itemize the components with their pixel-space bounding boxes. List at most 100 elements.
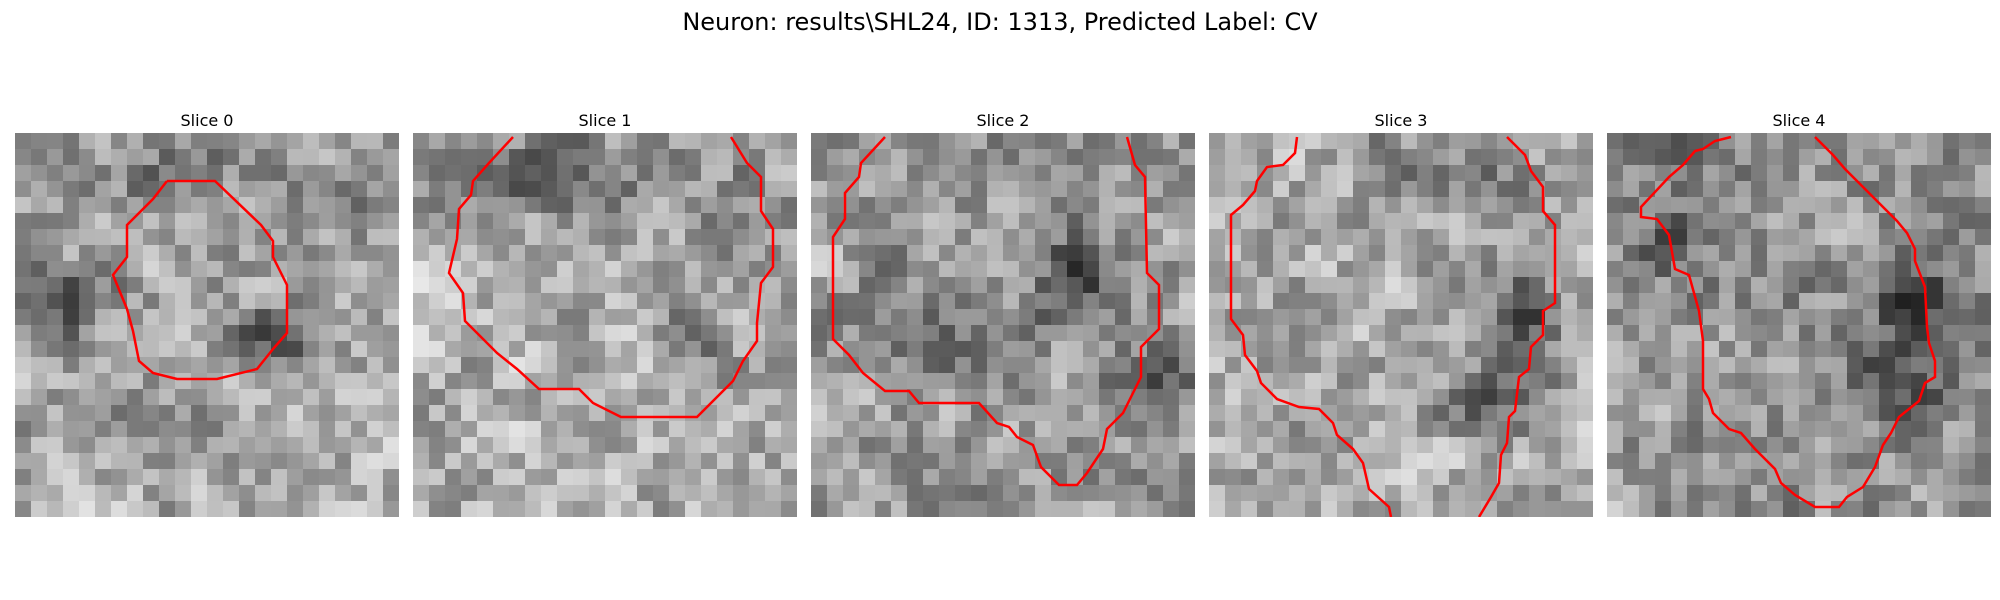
pixel-tile	[1449, 421, 1465, 437]
pixel-tile	[493, 437, 509, 453]
pixel-tile	[1225, 245, 1241, 261]
pixel-tile	[1083, 309, 1099, 325]
pixel-tile	[1353, 277, 1369, 293]
pixel-tile	[1607, 485, 1623, 501]
pixel-tile	[1051, 245, 1067, 261]
pixel-tile	[701, 293, 717, 309]
pixel-tile	[923, 309, 939, 325]
pixel-tile	[685, 341, 701, 357]
pixel-tile	[605, 421, 621, 437]
pixel-tile	[1751, 501, 1767, 517]
pixel-tile	[1147, 149, 1163, 165]
pixel-tile	[223, 229, 239, 245]
pixel-tile	[319, 181, 335, 197]
pixel-tile	[1735, 277, 1751, 293]
pixel-tile	[1353, 437, 1369, 453]
pixel-tile	[589, 133, 605, 149]
pixel-tile	[1561, 341, 1577, 357]
pixel-tile	[1083, 389, 1099, 405]
pixel-tile	[557, 469, 573, 485]
pixel-tile	[509, 277, 525, 293]
pixel-tile	[287, 485, 303, 501]
pixel-tile	[1895, 197, 1911, 213]
pixel-tile	[1863, 229, 1879, 245]
pixel-tile	[175, 309, 191, 325]
pixel-tile	[1449, 149, 1465, 165]
pixel-tile	[1465, 277, 1481, 293]
pixel-tile	[1209, 277, 1225, 293]
pixel-tile	[191, 165, 207, 181]
pixel-tile	[1959, 149, 1975, 165]
pixel-tile	[605, 293, 621, 309]
pixel-tile	[605, 181, 621, 197]
pixel-tile	[1767, 421, 1783, 437]
pixel-tile	[1561, 485, 1577, 501]
pixel-tile	[191, 501, 207, 517]
pixel-tile	[303, 437, 319, 453]
pixel-tile	[1353, 133, 1369, 149]
pixel-tile	[557, 421, 573, 437]
slice-panel-0: Slice 0	[15, 109, 399, 517]
pixel-tile	[1449, 213, 1465, 229]
pixel-tile	[1815, 437, 1831, 453]
pixel-tile	[1687, 229, 1703, 245]
pixel-tile	[589, 325, 605, 341]
pixel-tile	[303, 165, 319, 181]
pixel-tile	[1639, 405, 1655, 421]
pixel-tile	[335, 213, 351, 229]
pixel-tile	[271, 357, 287, 373]
pixel-tile	[95, 501, 111, 517]
pixel-tile	[605, 357, 621, 373]
pixel-tile	[891, 325, 907, 341]
pixel-tile	[939, 357, 955, 373]
pixel-tile	[79, 197, 95, 213]
pixel-tile	[987, 197, 1003, 213]
pixel-tile	[429, 421, 445, 437]
pixel-tile	[1687, 181, 1703, 197]
pixel-tile	[1687, 133, 1703, 149]
pixel-tile	[1799, 421, 1815, 437]
pixel-tile	[461, 213, 477, 229]
pixel-tile	[653, 469, 669, 485]
pixel-tile	[1577, 325, 1593, 341]
pixel-tile	[1417, 485, 1433, 501]
pixel-tile	[493, 325, 509, 341]
pixel-tile	[1927, 165, 1943, 181]
pixel-tile	[891, 261, 907, 277]
pixel-tile	[509, 357, 525, 373]
pixel-tile	[891, 165, 907, 181]
pixel-tile	[1561, 437, 1577, 453]
pixel-tile	[669, 341, 685, 357]
pixel-tile	[111, 309, 127, 325]
pixel-tile	[637, 261, 653, 277]
pixel-tile	[1529, 133, 1545, 149]
contour-line	[1229, 136, 1393, 517]
pixel-tile	[859, 421, 875, 437]
pixel-tile	[271, 373, 287, 389]
pixel-tile	[111, 213, 127, 229]
pixel-tile	[63, 261, 79, 277]
pixel-tile	[1051, 421, 1067, 437]
pixel-tile	[1369, 309, 1385, 325]
pixel-tile	[573, 229, 589, 245]
pixel-tile	[239, 341, 255, 357]
pixel-tile	[525, 149, 541, 165]
pixel-tile	[621, 501, 637, 517]
pixel-tile	[1099, 149, 1115, 165]
pixel-tile	[1401, 149, 1417, 165]
pixel-tile	[1385, 213, 1401, 229]
pixel-tile	[1783, 213, 1799, 229]
pixel-tile	[1943, 181, 1959, 197]
pixel-tile	[63, 197, 79, 213]
pixel-tile	[1305, 341, 1321, 357]
pixel-tile	[765, 197, 781, 213]
pixel-tile	[843, 373, 859, 389]
pixel-tile	[685, 389, 701, 405]
pixel-tile	[1337, 373, 1353, 389]
pixel-tile	[15, 149, 31, 165]
pixel-tile	[1639, 325, 1655, 341]
pixel-tile	[1225, 197, 1241, 213]
pixel-tile	[127, 357, 143, 373]
pixel-tile	[95, 245, 111, 261]
pixel-tile	[557, 485, 573, 501]
